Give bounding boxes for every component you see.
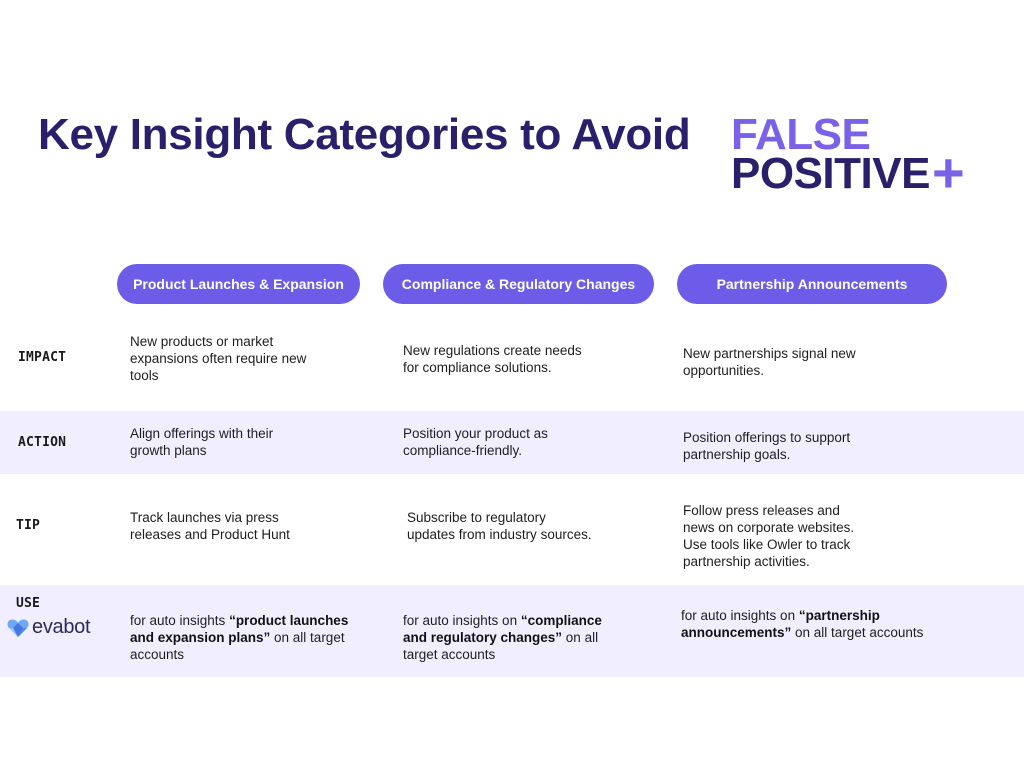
brand-positive-text: POSITIVE+: [731, 141, 965, 204]
tip-cell-partnership: Follow press releases and news on corpor…: [683, 503, 855, 569]
brand-positive-word: POSITIVE: [731, 149, 930, 198]
use-cell-compliance-suffix: on all target accounts: [403, 630, 599, 662]
brand-false-text: FALSE: [731, 110, 871, 159]
column-header-product-launches: Product Launches & Expansion: [117, 264, 360, 304]
evabot-logo: evabot: [7, 616, 91, 639]
use-cell-partnership-suffix: on all target accounts: [791, 625, 924, 640]
row-label-impact: IMPACT: [18, 350, 67, 365]
action-cell-product: Align offerings with their growth plans: [130, 426, 274, 458]
use-cell-compliance: for auto insights on “compliance and reg…: [403, 612, 628, 663]
column-header-compliance: Compliance & Regulatory Changes: [383, 264, 654, 304]
use-cell-partnership-bold: “partnership announcements”: [681, 608, 880, 640]
tip-cell-compliance: Subscribe to regulatory updates from ind…: [407, 510, 592, 542]
row-label-use: USE: [16, 596, 41, 611]
impact-cell-partnership: New partnerships signal new opportunitie…: [683, 346, 856, 378]
page-title: Key Insight Categories to Avoid: [38, 110, 691, 159]
tip-cell-product: Track launches via press releases and Pr…: [130, 510, 290, 542]
use-cell-partnership: for auto insights on “partnership announ…: [681, 607, 951, 641]
row-label-action: ACTION: [18, 435, 67, 450]
use-cell-product-prefix: for auto insights: [130, 613, 230, 628]
use-cell-partnership-prefix: for auto insights on: [681, 608, 799, 623]
use-cell-compliance-bold: “compliance and regulatory changes”: [403, 613, 602, 645]
impact-cell-product: New products or market expansions often …: [130, 334, 307, 383]
use-row-band: [0, 585, 1024, 677]
action-cell-compliance: Position your product as compliance-frie…: [403, 426, 548, 458]
use-cell-product-bold: “product launches and expansion plans”: [130, 613, 349, 645]
column-header-partnerships: Partnership Announcements: [677, 264, 947, 304]
use-cell-product: for auto insights “product launches and …: [130, 612, 370, 663]
use-cell-product-suffix: on all target accounts: [130, 630, 345, 662]
evabot-logo-text: evabot: [32, 616, 91, 638]
use-cell-compliance-prefix: for auto insights on: [403, 613, 521, 628]
false-positive-logo: FALSE POSITIVE+: [731, 110, 965, 204]
action-cell-partnership: Position offerings to support partnershi…: [683, 430, 851, 462]
plus-icon: +: [931, 141, 965, 204]
action-row-band: [0, 411, 1024, 474]
row-label-tip: TIP: [16, 518, 41, 533]
impact-cell-compliance: New regulations create needs for complia…: [403, 343, 582, 375]
heart-icon: [7, 619, 29, 637]
